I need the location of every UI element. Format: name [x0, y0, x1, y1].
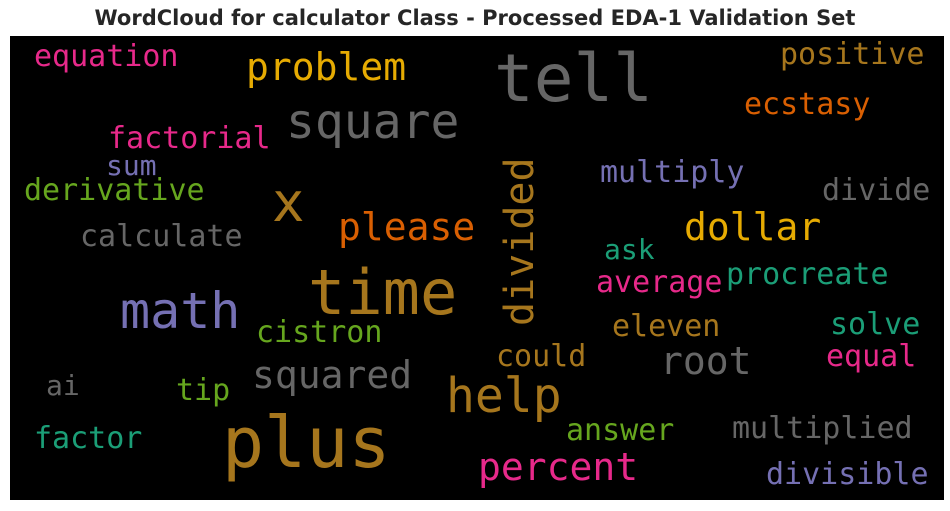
word-tip: tip — [176, 373, 231, 408]
word-ai: ai — [46, 369, 80, 402]
word-sum: sum — [106, 149, 157, 182]
word-square: square — [286, 94, 460, 150]
word-could: could — [496, 339, 587, 374]
word-factorial: factorial — [108, 121, 271, 156]
word-tell: tell — [494, 40, 653, 117]
word-squared: squared — [252, 353, 413, 397]
word-divisible: divisible — [766, 457, 929, 492]
word-positive: positive — [780, 37, 925, 72]
word-divided: divided — [497, 157, 543, 326]
word-root: root — [660, 339, 752, 383]
word-procreate: procreate — [726, 257, 889, 292]
word-derivative: derivative — [24, 173, 205, 208]
word-eleven: eleven — [612, 309, 721, 344]
word-multiplied: multiplied — [732, 411, 913, 446]
word-plus: plus — [222, 402, 391, 484]
word-average: average — [596, 265, 723, 300]
word-x: x — [272, 171, 305, 234]
word-divide: divide — [822, 173, 931, 208]
word-dollar: dollar — [684, 205, 822, 249]
word-solve: solve — [830, 307, 921, 342]
word-ask: ask — [604, 233, 655, 266]
word-calculate: calculate — [80, 219, 243, 254]
word-answer: answer — [566, 413, 675, 448]
word-equal: equal — [826, 339, 917, 374]
word-time: time — [308, 256, 458, 329]
word-ecstasy: ecstasy — [744, 87, 871, 122]
wordcloud-canvas: tell plus time square math x help divided percen… — [10, 36, 944, 500]
word-please: please — [338, 205, 476, 249]
word-multiply: multiply — [600, 155, 745, 190]
word-math: math — [120, 282, 241, 340]
word-problem: problem — [246, 45, 407, 89]
word-help: help — [446, 368, 562, 424]
word-cistron: cistron — [256, 315, 383, 350]
word-equation: equation — [34, 39, 179, 74]
word-factor: factor — [34, 421, 143, 456]
chart-title: WordCloud for calculator Class - Process… — [94, 6, 856, 30]
word-percent: percent — [478, 445, 639, 489]
